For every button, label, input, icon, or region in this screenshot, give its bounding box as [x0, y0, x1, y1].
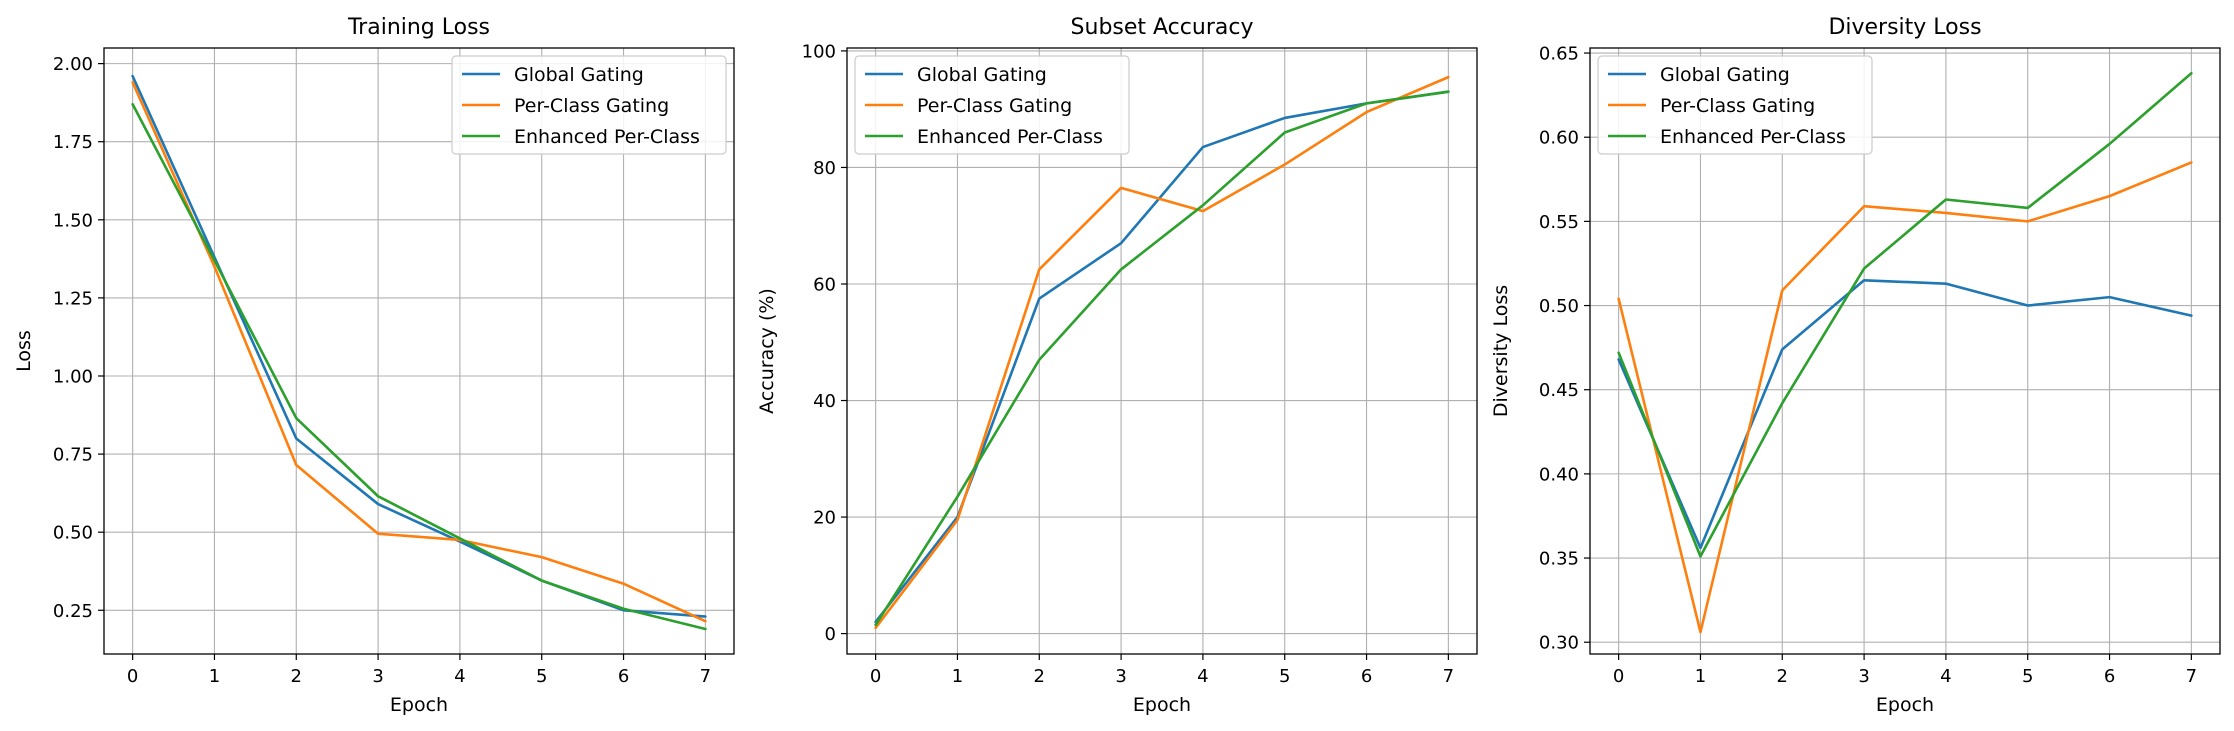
legend-entry: Per-Class Gating [1660, 95, 1815, 117]
x-tick-label: 5 [1279, 666, 1290, 687]
y-tick-label: 1.50 [53, 210, 93, 231]
y-tick-label: 0 [825, 624, 836, 645]
series-line-per-class-gating [874, 75, 1450, 630]
y-tick-label: 0.35 [1539, 549, 1579, 570]
x-tick-label: 4 [1940, 666, 1951, 687]
x-tick-label: 1 [1695, 666, 1706, 687]
x-tick-label: 4 [1197, 666, 1208, 687]
series-line-global-gating [131, 74, 707, 618]
legend-entry: Enhanced Per-Class [514, 126, 700, 148]
y-tick-label: 0.40 [1539, 464, 1579, 485]
x-tick-label: 3 [1858, 666, 1869, 687]
y-tick-label: 0.55 [1539, 212, 1579, 233]
plot-frame [103, 47, 735, 655]
plot-frame [846, 47, 1478, 655]
x-tick-label: 3 [1115, 666, 1126, 687]
legend-box [1597, 55, 1873, 155]
chart-title: Training Loss [347, 15, 490, 40]
series-line-enhanced-per-class [1617, 71, 2193, 558]
y-tick-label: 0.25 [53, 601, 93, 622]
x-tick-label: 5 [536, 666, 547, 687]
y-tick-label: 40 [813, 391, 836, 412]
x-tick-label: 7 [1443, 666, 1454, 687]
x-axis-label: Epoch [1876, 694, 1934, 716]
legend: Global Gating Per-Class Gating Enhanced Pe… [451, 55, 727, 155]
x-tick-label: 2 [1034, 666, 1045, 687]
legend: Global Gating Per-Class Gating Enhanced Pe… [1597, 55, 1873, 155]
y-tick-label: 0.50 [1539, 296, 1579, 317]
series-line-per-class-gating [131, 81, 707, 623]
x-tick-label: 2 [1777, 666, 1788, 687]
y-tick-label: 2.00 [53, 54, 93, 75]
y-tick-label: 0.50 [53, 523, 93, 544]
subplot-1: 0 1 2 3 4 5 6 7 0.25 0.50 0.75 1.00 1.25 1.50 1.75 2.00… [13, 15, 735, 716]
legend: Global Gating Per-Class Gating Enhanced Pe… [854, 55, 1130, 155]
x-axis-label: Epoch [390, 694, 448, 716]
y-tick-label: 0.60 [1539, 128, 1579, 149]
legend-entry: Global Gating [917, 64, 1047, 86]
legend-entry: Global Gating [1660, 64, 1790, 86]
x-tick-label: 5 [2022, 666, 2033, 687]
y-axis-label: Loss [13, 330, 35, 372]
x-tick-label: 6 [2104, 666, 2115, 687]
series-line-enhanced-per-class [131, 102, 707, 631]
x-tick-label: 7 [2186, 666, 2197, 687]
x-tick-label: 1 [952, 666, 963, 687]
x-tick-label: 7 [700, 666, 711, 687]
y-tick-label: 100 [802, 41, 836, 62]
legend-entry: Enhanced Per-Class [917, 126, 1103, 148]
plot-frame [1589, 47, 2221, 655]
x-tick-label: 2 [291, 666, 302, 687]
y-tick-label: 0.30 [1539, 633, 1579, 654]
x-tick-label: 6 [1361, 666, 1372, 687]
y-tick-label: 1.00 [53, 366, 93, 387]
subplot-2: 0 1 2 3 4 5 6 7 0 20 40 60 80 100 Subset Accuracy Epoch… [756, 15, 1478, 716]
subplot-3: 0 1 2 3 4 5 6 7 0.30 0.35 0.40 0.45 0.50 0.55 0.60 0.65… [1490, 15, 2221, 716]
y-tick-label: 20 [813, 508, 836, 529]
x-tick-label: 3 [372, 666, 383, 687]
y-tick-label: 1.75 [53, 132, 93, 153]
x-tick-label: 0 [127, 666, 138, 687]
legend-entry: Global Gating [514, 64, 644, 86]
legend-box [451, 55, 727, 155]
x-tick-label: 0 [1613, 666, 1624, 687]
y-tick-label: 0.75 [53, 445, 93, 466]
x-tick-label: 1 [209, 666, 220, 687]
legend-entry: Per-Class Gating [514, 95, 669, 117]
y-tick-label: 0.45 [1539, 380, 1579, 401]
legend-entry: Enhanced Per-Class [1660, 126, 1846, 148]
legend-box [854, 55, 1130, 155]
series-line-global-gating [874, 90, 1450, 624]
series-line-enhanced-per-class [874, 90, 1450, 627]
y-tick-label: 60 [813, 274, 836, 295]
chart-title: Diversity Loss [1828, 15, 1981, 40]
x-tick-label: 0 [870, 666, 881, 687]
series-line-per-class-gating [1617, 161, 2193, 634]
y-tick-label: 0.65 [1539, 44, 1579, 65]
chart-title: Subset Accuracy [1071, 15, 1254, 40]
x-axis-label: Epoch [1133, 694, 1191, 716]
y-axis-label: Accuracy (%) [756, 288, 778, 414]
x-tick-label: 4 [454, 666, 465, 687]
y-tick-label: 1.25 [53, 288, 93, 309]
series-line-global-gating [1617, 278, 2193, 550]
y-tick-label: 80 [813, 158, 836, 179]
y-axis-label: Diversity Loss [1490, 285, 1512, 417]
legend-entry: Per-Class Gating [917, 95, 1072, 117]
x-tick-label: 6 [618, 666, 629, 687]
